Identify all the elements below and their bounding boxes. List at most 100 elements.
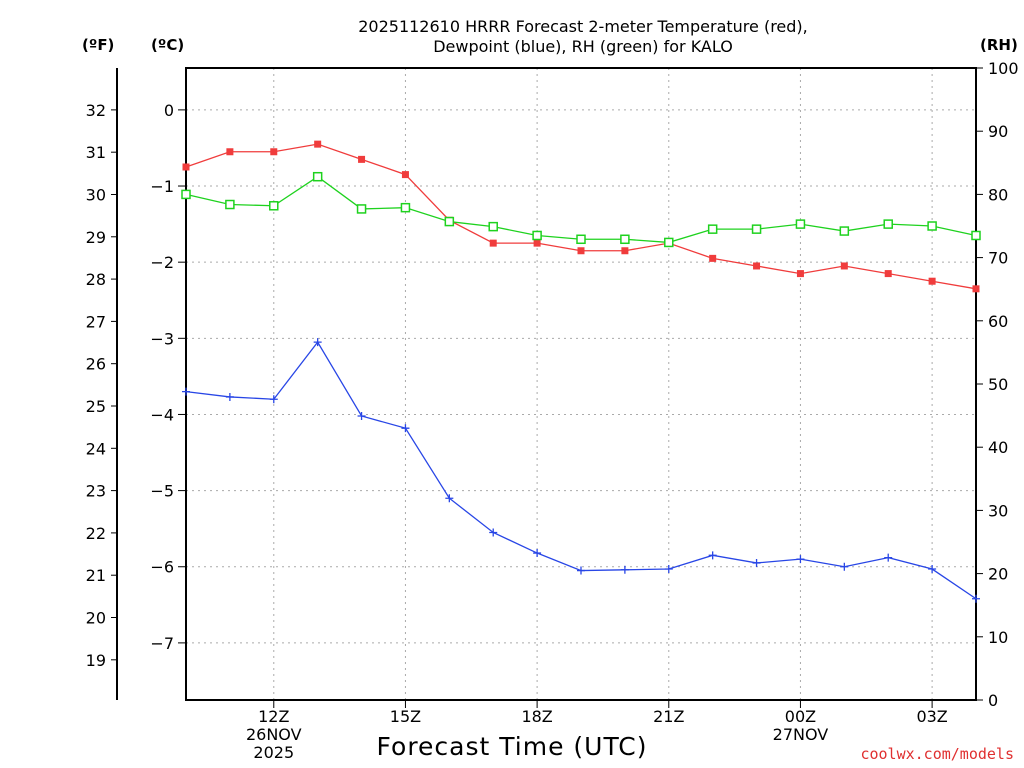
2-meter-temperature-point bbox=[270, 148, 278, 156]
dewpoint-point bbox=[401, 424, 410, 433]
fahrenheit-tick-label: 19 bbox=[86, 651, 106, 670]
dewpoint-point bbox=[620, 565, 629, 574]
2-meter-temperature-point bbox=[884, 270, 892, 278]
celsius-tick-label: −4 bbox=[150, 405, 174, 424]
rh-line bbox=[185, 175, 977, 244]
rh-tick-label: 30 bbox=[988, 501, 1008, 520]
dewpoint-point bbox=[884, 553, 893, 562]
dewpoint-point bbox=[972, 594, 980, 603]
x-tick-label: 18Z bbox=[521, 707, 552, 726]
fahrenheit-tick-label: 21 bbox=[86, 566, 106, 585]
chart-title-line-2: Dewpoint (blue), RH (green) for KALO bbox=[433, 37, 733, 56]
celsius-tick-label: −1 bbox=[150, 177, 174, 196]
x-tick-label: 2025 bbox=[253, 743, 294, 762]
rh-tick-label: 40 bbox=[988, 438, 1008, 457]
dewpoint-point bbox=[664, 565, 673, 574]
2-meter-temperature-point bbox=[928, 277, 936, 285]
dewpoint-point bbox=[796, 555, 805, 564]
fahrenheit-tick-label: 30 bbox=[86, 185, 106, 204]
rh-point bbox=[664, 237, 674, 248]
x-tick-label: 27NOV bbox=[773, 725, 829, 744]
rh-point bbox=[927, 221, 937, 231]
x-tick-label: 26NOV bbox=[246, 725, 302, 744]
fahrenheit-tick-label: 22 bbox=[86, 524, 106, 543]
2-meter-temperature-point bbox=[489, 239, 497, 247]
dewpoint-line bbox=[185, 340, 977, 600]
rh-tick-label: 20 bbox=[988, 565, 1008, 584]
rh-point bbox=[620, 234, 630, 245]
rh-tick-label: 80 bbox=[988, 185, 1008, 204]
fahrenheit-tick-label: 27 bbox=[86, 312, 106, 331]
2-meter-temperature-point bbox=[182, 163, 190, 171]
dewpoint-point bbox=[182, 387, 190, 396]
celsius-tick-label: −5 bbox=[150, 482, 174, 501]
celsius-unit-label: (ºC) bbox=[151, 36, 185, 54]
fahrenheit-tick-label: 25 bbox=[86, 397, 106, 416]
celsius-tick-label: −3 bbox=[150, 329, 174, 348]
rh-point bbox=[751, 224, 762, 234]
rh-point bbox=[181, 189, 191, 200]
rh-point bbox=[795, 219, 806, 229]
rh-point bbox=[225, 199, 235, 210]
x-tick-label: 03Z bbox=[916, 707, 947, 726]
rh-point bbox=[883, 219, 893, 229]
rh-point bbox=[269, 201, 279, 211]
fahrenheit-tick-label: 20 bbox=[86, 609, 106, 628]
fahrenheit-tick-label: 29 bbox=[86, 228, 106, 247]
2-meter-temperature-line bbox=[185, 143, 977, 290]
2-meter-temperature-point bbox=[972, 285, 980, 293]
rh-point bbox=[576, 234, 586, 245]
celsius-tick-label: −7 bbox=[150, 634, 174, 653]
dewpoint-point bbox=[313, 338, 322, 347]
2-meter-temperature-point bbox=[621, 247, 629, 255]
rh-tick-label: 70 bbox=[988, 249, 1008, 268]
fahrenheit-tick-label: 24 bbox=[86, 439, 106, 458]
rh-point bbox=[532, 230, 542, 241]
dewpoint-point bbox=[577, 566, 585, 575]
2-meter-temperature-point bbox=[401, 171, 409, 179]
rh-point bbox=[488, 221, 498, 232]
dewpoint-point bbox=[357, 411, 366, 420]
x-axis-title: Forecast Time (UTC) bbox=[376, 732, 648, 761]
fahrenheit-tick-label: 28 bbox=[86, 270, 106, 289]
2-meter-temperature-point bbox=[533, 239, 541, 247]
dewpoint-point bbox=[445, 494, 454, 503]
rh-point bbox=[356, 204, 367, 214]
rh-point bbox=[839, 226, 850, 236]
dewpoint-point bbox=[928, 565, 937, 574]
fahrenheit-tick-label: 32 bbox=[86, 101, 106, 120]
rh-tick-label: 0 bbox=[988, 691, 998, 710]
x-tick-label: 21Z bbox=[653, 707, 684, 726]
celsius-tick-label: −6 bbox=[150, 558, 174, 577]
fahrenheit-tick-label: 26 bbox=[86, 355, 106, 374]
2-meter-temperature-point bbox=[753, 262, 761, 270]
2-meter-temperature-point bbox=[709, 254, 717, 262]
x-tick-label: 00Z bbox=[785, 707, 816, 726]
rh-tick-label: 60 bbox=[988, 312, 1008, 331]
rh-point bbox=[707, 224, 718, 234]
dewpoint-point bbox=[840, 562, 849, 571]
rh-point bbox=[444, 216, 455, 227]
x-tick-label: 12Z bbox=[258, 707, 289, 726]
credit-link[interactable]: coolwx.com/models bbox=[860, 745, 1014, 763]
fahrenheit-tick-label: 23 bbox=[86, 482, 106, 501]
dewpoint-point bbox=[752, 558, 761, 567]
celsius-tick-label: −2 bbox=[150, 253, 174, 272]
rh-tick-label: 90 bbox=[988, 122, 1008, 141]
dewpoint-point bbox=[489, 528, 498, 537]
rh-point bbox=[312, 171, 323, 182]
2-meter-temperature-point bbox=[840, 262, 848, 270]
rh-tick-label: 50 bbox=[988, 375, 1008, 394]
dewpoint-point bbox=[533, 549, 542, 558]
x-tick-label: 15Z bbox=[390, 707, 421, 726]
plot-frame bbox=[185, 67, 977, 701]
chart-title-line-1: 2025112610 HRRR Forecast 2-meter Tempera… bbox=[358, 17, 808, 36]
dewpoint-point bbox=[269, 395, 278, 404]
rh-tick-label: 100 bbox=[988, 59, 1019, 78]
celsius-tick-label: 0 bbox=[164, 101, 174, 120]
2-meter-temperature-point bbox=[358, 155, 366, 163]
rh-point bbox=[400, 202, 411, 213]
dewpoint-point bbox=[225, 392, 234, 401]
rh-tick-label: 10 bbox=[988, 628, 1008, 647]
